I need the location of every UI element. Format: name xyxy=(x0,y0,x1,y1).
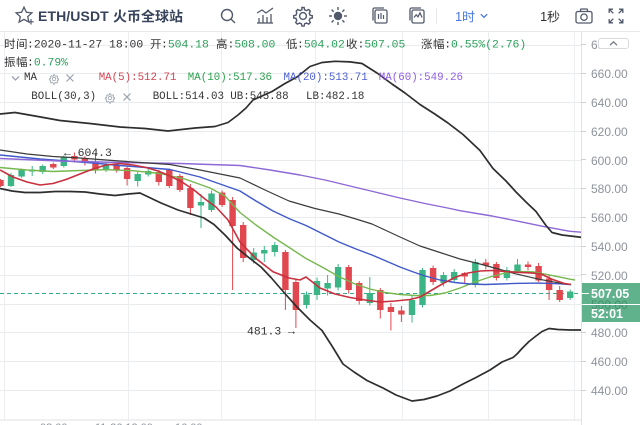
svg-text:481.3 →: 481.3 → xyxy=(247,327,295,339)
svg-text:← 604.3: ← 604.3 xyxy=(64,148,112,160)
